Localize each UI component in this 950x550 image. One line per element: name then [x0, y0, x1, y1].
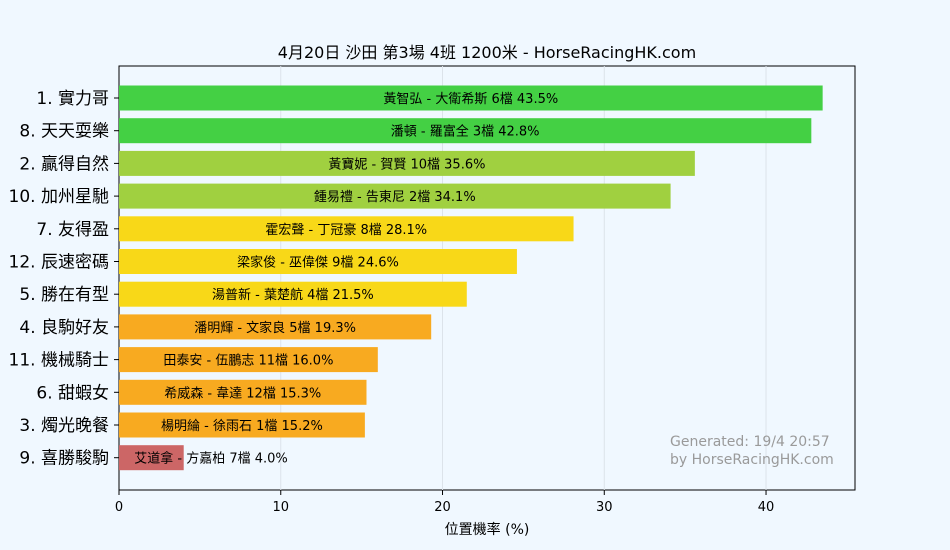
bar-label: 黃寶妮 - 賀賢 10檔 35.6%	[328, 156, 485, 172]
watermark-site: by HorseRacingHK.com	[670, 452, 834, 468]
y-tick-label: 3. 燭光晚餐	[19, 416, 109, 436]
x-tick-label: 20	[434, 500, 451, 515]
bar	[119, 216, 574, 242]
x-tick-label: 0	[115, 500, 123, 515]
y-tick-label: 6. 甜蝦女	[36, 383, 109, 403]
x-axis-label: 位置機率 (%)	[445, 521, 530, 538]
y-tick-label: 12. 辰速密碼	[9, 253, 109, 273]
bar-label: 潘頓 - 羅富全 3檔 42.8%	[391, 124, 540, 140]
bar	[119, 249, 517, 274]
bar	[119, 281, 467, 307]
bar	[119, 118, 812, 144]
bar-label: 田泰安 - 伍鵬志 11檔 16.0%	[163, 354, 333, 369]
y-tick-label: 10. 加州星馳	[9, 187, 109, 207]
bar-label: 黃智弘 - 大衛希斯 6檔 43.5%	[383, 92, 558, 107]
x-axis-ticks: 0 10 20 30 40	[115, 490, 774, 515]
y-tick-label: 1. 實力哥	[36, 89, 109, 109]
bar	[119, 347, 378, 373]
bar-label: 艾道拿 - 方嘉柏 7檔 4.0%	[134, 451, 288, 467]
y-tick-label: 7. 友得盈	[36, 220, 109, 240]
chart-title: 4月20日 沙田 第3場 4班 1200米 - HorseRacingHK.co…	[278, 43, 696, 62]
bar	[119, 445, 184, 471]
bars: 黃智弘 - 大衛希斯 6檔 43.5% 潘頓 - 羅富全 3檔 42.8% 黃寶妮 …	[119, 85, 823, 471]
bar-label: 湯普新 - 葉楚航 4檔 21.5%	[212, 287, 374, 303]
y-tick-label: 4. 良駒好友	[19, 318, 109, 338]
x-tick-label: 40	[758, 500, 775, 515]
bar-label: 梁家俊 - 巫偉傑 9檔 24.6%	[237, 255, 399, 271]
y-tick-label: 2. 贏得自然	[19, 154, 109, 174]
y-tick-label: 5. 勝在有型	[19, 285, 109, 305]
bar	[119, 85, 823, 111]
bar	[119, 150, 695, 176]
bar	[119, 183, 671, 209]
bar-label: 鍾易禮 - 告東尼 2檔 34.1%	[314, 189, 476, 205]
bar	[119, 379, 367, 405]
bar-label: 潘明輝 - 文家良 5檔 19.3%	[194, 320, 356, 336]
bar-label: 霍宏聲 - 丁冠豪 8檔 28.1%	[265, 222, 427, 238]
watermark-generated: Generated: 19/4 20:57	[670, 434, 830, 450]
y-axis-labels: 1. 實力哥 8. 天天耍樂 2. 贏得自然 10. 加州星馳 7. 友得盈 12. 辰速…	[9, 89, 119, 469]
y-tick-label: 11. 機械騎士	[9, 351, 109, 371]
bar	[119, 314, 432, 340]
x-tick-label: 30	[596, 500, 613, 515]
bar	[119, 412, 365, 438]
x-tick-label: 10	[272, 500, 289, 515]
bar-label: 希威森 - 韋達 12檔 15.3%	[164, 386, 321, 401]
y-tick-label: 8. 天天耍樂	[19, 122, 109, 142]
bar-label: 楊明綸 - 徐雨石 1檔 15.2%	[161, 418, 323, 434]
y-tick-label: 9. 喜勝駿駒	[19, 449, 109, 469]
